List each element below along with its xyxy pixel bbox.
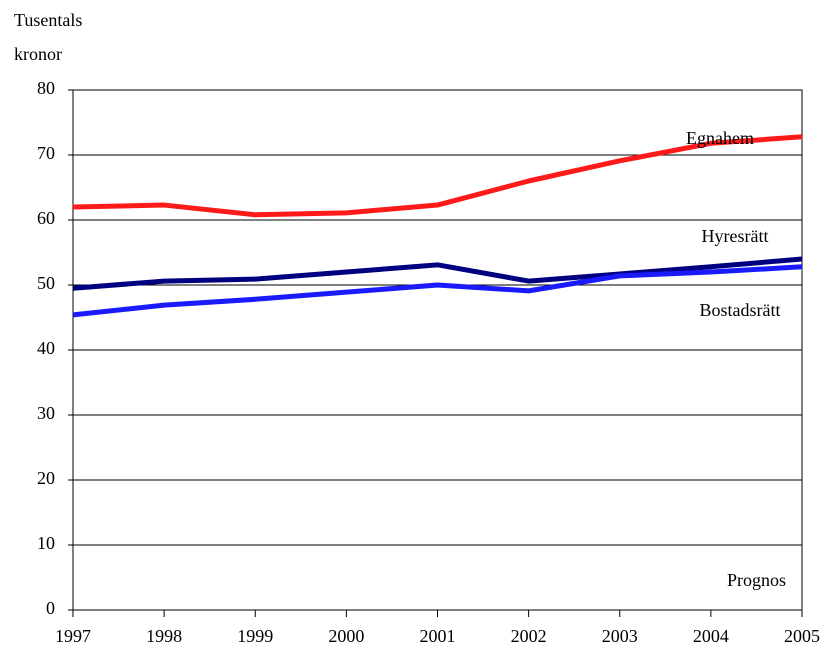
series-line: [72, 256, 803, 291]
y-tick-label: 10: [37, 533, 55, 553]
x-tick-label: 2001: [420, 626, 456, 646]
series-line: [72, 134, 803, 218]
series-label: Bostadsrätt: [700, 300, 781, 320]
x-tick-label: 2000: [328, 626, 364, 646]
y-tick-label: 0: [46, 598, 55, 618]
x-tick-label: 2003: [602, 626, 638, 646]
series-label: Egnahem: [686, 128, 754, 148]
y-tick-label: 70: [37, 143, 55, 163]
y-axis-label: Tusentals: [14, 10, 82, 30]
x-tick-label: 2004: [693, 626, 729, 646]
series-line: [72, 264, 803, 318]
x-tick-label: 1998: [146, 626, 182, 646]
y-tick-label: 50: [37, 273, 55, 293]
x-tick-label: 2005: [784, 626, 820, 646]
y-tick-label: 80: [37, 78, 55, 98]
y-tick-label: 20: [37, 468, 55, 488]
series-label: Hyresrätt: [702, 226, 769, 246]
y-tick-label: 30: [37, 403, 55, 423]
y-tick-label: 40: [37, 338, 55, 358]
x-tick-label: 2002: [511, 626, 547, 646]
y-tick-label: 60: [37, 208, 55, 228]
annotation: Prognos: [727, 570, 786, 590]
x-tick-label: 1997: [55, 626, 91, 646]
x-tick-label: 1999: [237, 626, 273, 646]
y-axis-label: kronor: [14, 44, 62, 64]
